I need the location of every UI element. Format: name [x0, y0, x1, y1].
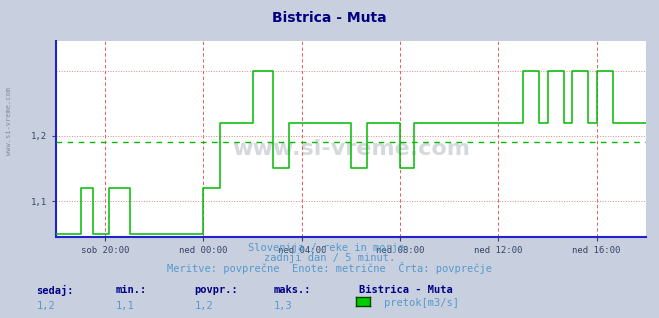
Text: pretok[m3/s]: pretok[m3/s] — [384, 298, 459, 308]
Text: Slovenija / reke in morje.: Slovenija / reke in morje. — [248, 243, 411, 253]
Text: 1,2: 1,2 — [36, 301, 55, 310]
Text: povpr.:: povpr.: — [194, 285, 238, 294]
Text: www.si-vreme.com: www.si-vreme.com — [232, 139, 470, 159]
Text: Bistrica - Muta: Bistrica - Muta — [272, 11, 387, 25]
Text: zadnji dan / 5 minut.: zadnji dan / 5 minut. — [264, 253, 395, 263]
Text: Meritve: povprečne  Enote: metrične  Črta: povprečje: Meritve: povprečne Enote: metrične Črta:… — [167, 262, 492, 274]
Text: 1,2: 1,2 — [194, 301, 213, 310]
Text: maks.:: maks.: — [273, 285, 311, 294]
Text: 1,3: 1,3 — [273, 301, 292, 310]
Text: Bistrica - Muta: Bistrica - Muta — [359, 285, 453, 294]
Text: www.si-vreme.com: www.si-vreme.com — [5, 87, 12, 155]
Text: sedaj:: sedaj: — [36, 285, 74, 296]
Text: min.:: min.: — [115, 285, 146, 294]
Text: 1,1: 1,1 — [115, 301, 134, 310]
